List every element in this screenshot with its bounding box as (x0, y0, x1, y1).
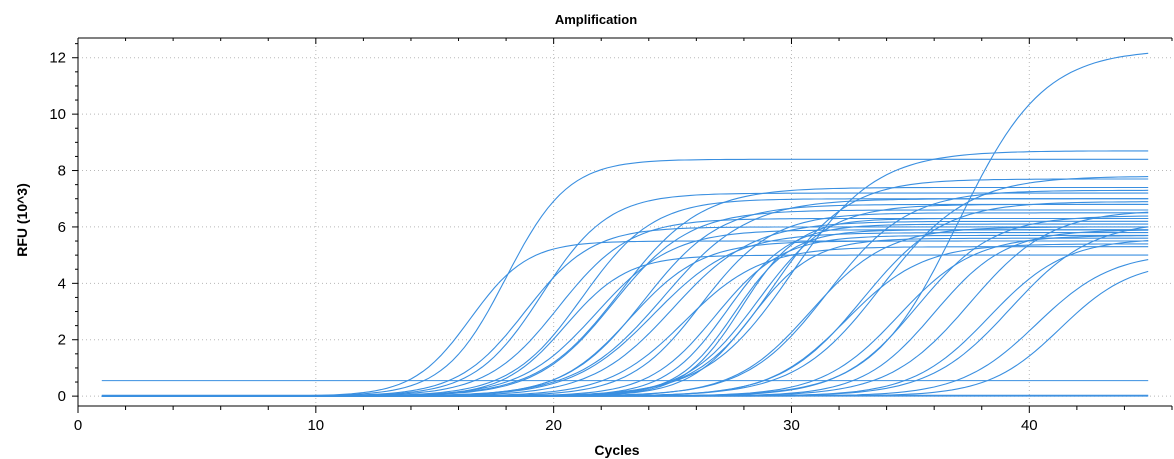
y-tick-label: 10 (49, 106, 66, 123)
y-tick-label: 12 (49, 50, 66, 67)
y-tick-label: 8 (58, 163, 66, 180)
x-axis-label: Cycles (594, 442, 639, 458)
amplification-curve (101, 235, 1149, 397)
amplification-curve (101, 201, 1149, 397)
grid-lines (78, 38, 1172, 406)
amplification-curve (101, 240, 1149, 397)
amplification-curve (101, 237, 1149, 397)
amplification-curve (101, 158, 1149, 397)
amplification-curve (101, 215, 1149, 397)
amplification-curve (101, 192, 1149, 397)
amplification-curve (101, 246, 1149, 397)
amplification-curve (101, 240, 1149, 397)
y-tick-label: 4 (58, 275, 66, 292)
axes (72, 37, 1173, 413)
amplification-curve (101, 270, 1149, 397)
tick-labels: 0 10 20 30 40 0 2 4 6 8 10 12 (49, 50, 1037, 434)
x-tick-label: 20 (545, 417, 562, 434)
amplification-curve (101, 212, 1149, 397)
y-tick-label: 0 (58, 388, 66, 405)
amplification-curve (101, 259, 1149, 397)
amplification-curve (101, 178, 1149, 397)
amplification-curve (101, 203, 1149, 397)
amplification-curve (101, 243, 1149, 397)
y-tick-label: 2 (58, 332, 66, 349)
y-axis-label: RFU (10^3) (14, 183, 30, 257)
amplification-curve (101, 240, 1149, 397)
amplification-curves (101, 52, 1149, 397)
amplification-curve (101, 211, 1149, 397)
amplification-curve (101, 203, 1149, 397)
x-tick-label: 0 (74, 417, 82, 434)
chart-title: Amplification (555, 12, 637, 27)
x-tick-label: 10 (307, 417, 324, 434)
x-tick-label: 40 (1021, 417, 1038, 434)
x-tick-label: 30 (783, 417, 800, 434)
amplification-curve (101, 254, 1149, 397)
y-tick-label: 6 (58, 219, 66, 236)
amplification-curve (101, 234, 1149, 397)
amplification-curve (101, 52, 1149, 397)
